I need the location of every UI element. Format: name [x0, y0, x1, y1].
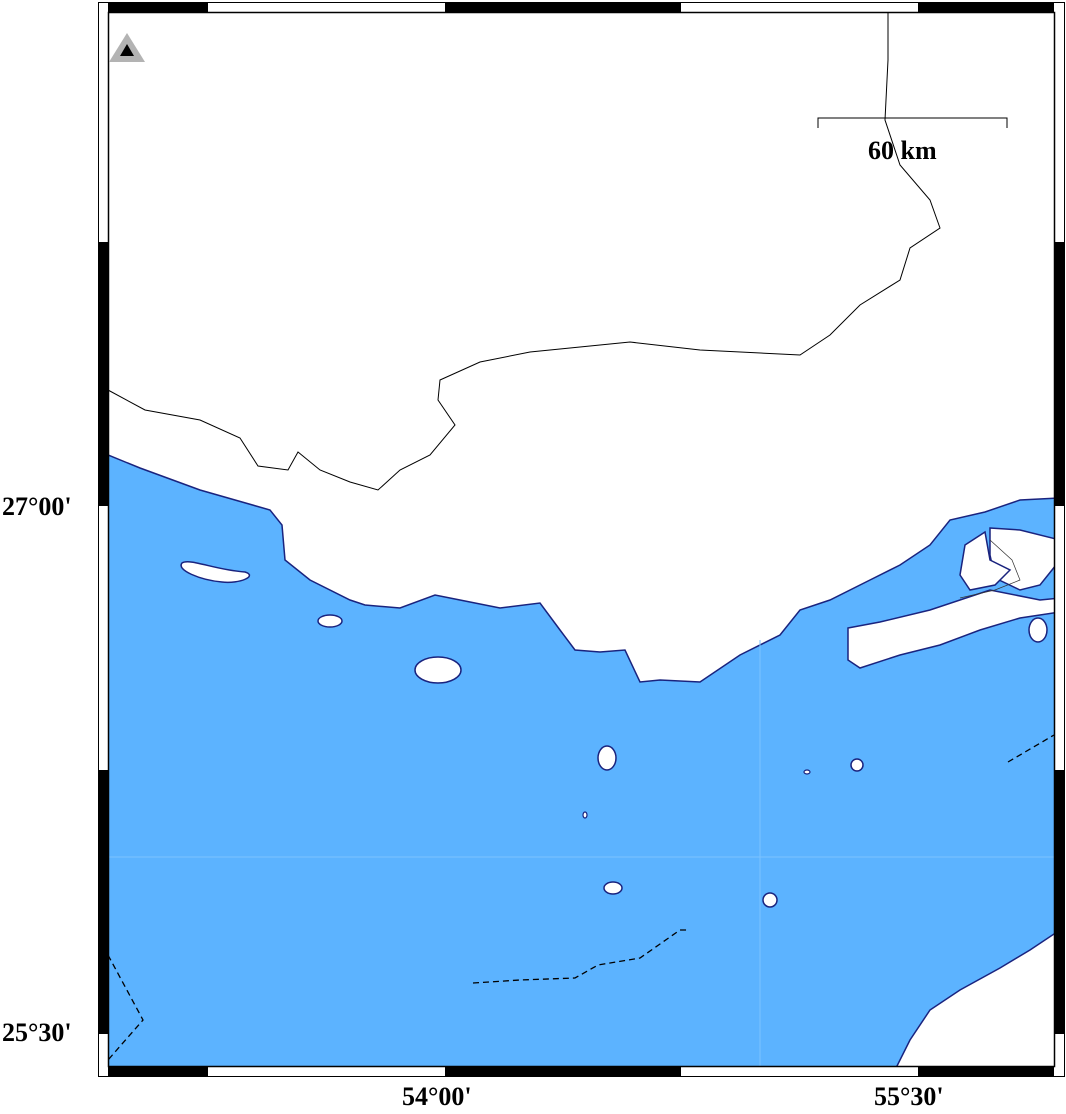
island	[597, 745, 617, 771]
map-frame-inner	[107, 11, 1056, 1068]
frame-ticks	[99, 3, 1064, 1076]
island	[1028, 617, 1048, 643]
qeshm-island	[847, 589, 1054, 669]
lon-label: 54°00'	[402, 1082, 472, 1111]
lat-label: 27°00'	[2, 492, 72, 521]
sea	[108, 454, 1054, 1066]
maritime-boundary	[1007, 734, 1054, 763]
scale-bar-label: 60 km	[868, 136, 937, 165]
island	[317, 614, 343, 628]
maritime-boundary	[108, 954, 144, 1061]
island	[414, 656, 462, 684]
delta-outline	[959, 539, 1021, 599]
island	[803, 769, 811, 775]
map-frame-outer	[98, 2, 1065, 1077]
lon-label: 55°30'	[874, 1082, 944, 1111]
scale-bar	[817, 117, 1008, 128]
island	[603, 881, 623, 895]
province-boundary	[108, 12, 941, 491]
lat-label: 25°30'	[2, 1018, 72, 1047]
island	[180, 561, 251, 584]
delta-islands	[959, 530, 1012, 591]
station-triangle-icon	[109, 33, 145, 62]
island	[762, 892, 778, 908]
island	[582, 811, 588, 819]
island	[850, 758, 864, 772]
